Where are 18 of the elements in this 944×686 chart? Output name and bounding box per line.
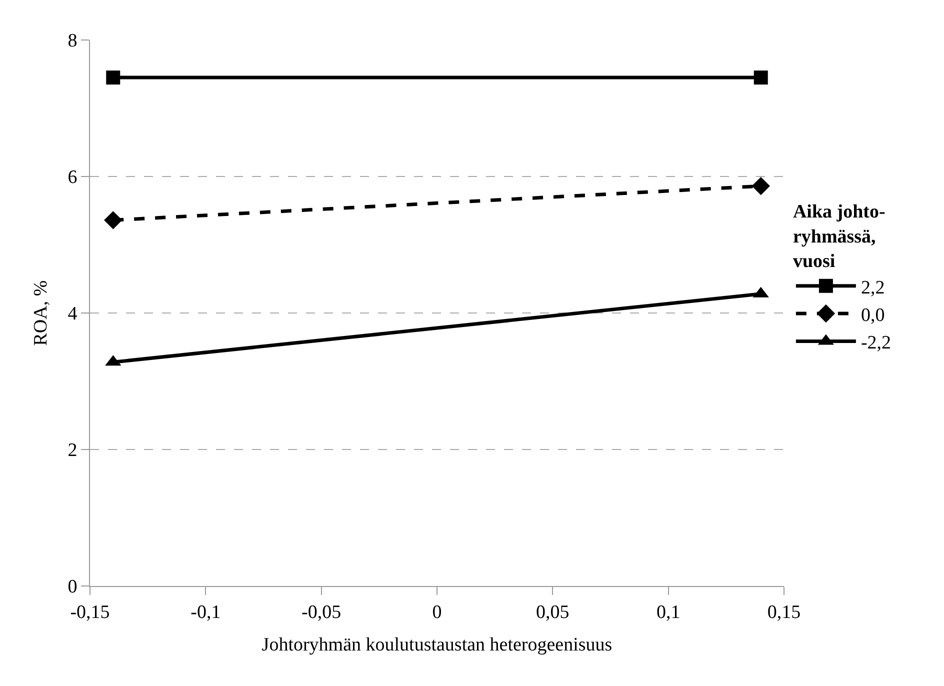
y-axis-title: ROA, % xyxy=(30,280,52,346)
x-tick-label: 0,05 xyxy=(536,602,570,623)
x-tick-label: -0,1 xyxy=(190,602,221,623)
y-tick-label: 8 xyxy=(68,30,78,52)
x-tick-label: -0,15 xyxy=(70,602,110,623)
y-tick-label: 2 xyxy=(68,440,78,462)
legend-label: 2,2 xyxy=(860,277,885,298)
y-tick-label: 4 xyxy=(68,304,78,325)
legend-title: Aika johto-ryhmässä, vuosi xyxy=(792,202,886,272)
x-tick-label: 0,1 xyxy=(656,602,680,623)
legend-label: 0,0 xyxy=(860,304,885,326)
y-tick-label: 0 xyxy=(68,576,78,598)
x-axis-title: Johtoryhmän koulutustaustan heterogeenisuus xyxy=(262,634,612,656)
x-tick-label: -0,05 xyxy=(302,602,342,623)
x-tick-label: 0,15 xyxy=(767,602,801,623)
x-tick-label: 0 xyxy=(432,602,442,623)
y-tick-label: 6 xyxy=(68,167,78,188)
legend-label: -2,2 xyxy=(860,332,892,354)
